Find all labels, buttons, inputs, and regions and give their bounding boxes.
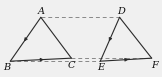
Text: B: B xyxy=(4,64,11,72)
Text: A: A xyxy=(37,7,44,16)
Text: C: C xyxy=(68,61,75,70)
Text: F: F xyxy=(151,61,158,70)
Text: D: D xyxy=(117,7,125,16)
Text: E: E xyxy=(97,64,104,72)
